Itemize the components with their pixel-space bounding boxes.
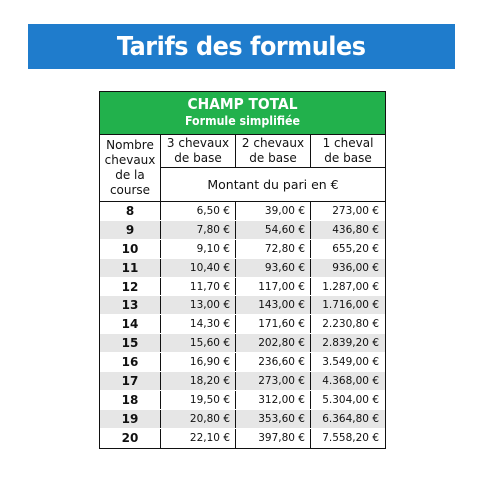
header-runners-count: Nombre chevaux de la course bbox=[100, 135, 161, 201]
header-3-chevaux: 3 chevaux de base bbox=[161, 135, 236, 168]
table-subtitle: Formule simplifiée bbox=[184, 114, 301, 128]
price-3-chevaux-cell: 22,10 € bbox=[161, 428, 236, 448]
runners-count-cell: 10 bbox=[100, 239, 161, 258]
price-2-chevaux-cell: 72,80 € bbox=[236, 239, 311, 258]
price-2-chevaux-cell: 143,00 € bbox=[236, 296, 311, 315]
table-row: 8 6,50 €39,00 € 273,00 € bbox=[100, 202, 385, 221]
table-header: Nombre chevaux de la course 3 chevaux de… bbox=[100, 135, 385, 202]
price-2-chevaux-cell: 236,60 € bbox=[236, 353, 311, 372]
runners-count-cell: 9 bbox=[100, 220, 161, 239]
price-3-chevaux-cell: 7,80 € bbox=[161, 220, 236, 239]
runners-count-cell: 14 bbox=[100, 315, 161, 334]
table-body: 8 6,50 €39,00 € 273,00 € 9 7,80 €54,60 € 436,… bbox=[100, 202, 385, 448]
price-2-chevaux-cell: 202,80 € bbox=[236, 334, 311, 353]
table-title-block: CHAMP TOTAL Formule simplifiée bbox=[100, 92, 385, 135]
header-1-cheval: 1 cheval de base bbox=[311, 135, 385, 168]
table-row: 14 14,30 €171,60 € 2.230,80 € bbox=[100, 315, 385, 335]
price-1-cheval-cell: 1.716,00 € bbox=[322, 299, 379, 312]
runners-count-cell: 13 bbox=[100, 296, 161, 315]
price-3-chevaux-cell: 16,90 € bbox=[161, 353, 236, 372]
price-3-chevaux-cell: 20,80 € bbox=[161, 409, 236, 428]
runners-count-cell: 12 bbox=[100, 277, 161, 296]
price-1-cheval-cell: 5.304,00 € bbox=[322, 393, 379, 406]
price-2-chevaux-cell: 117,00 € bbox=[236, 277, 311, 296]
table-row: 16 16,90 €236,60 € 3.549,00 € bbox=[100, 353, 385, 373]
table-title: CHAMP TOTAL bbox=[187, 95, 298, 113]
price-2-chevaux-cell: 312,00 € bbox=[236, 390, 311, 409]
price-3-chevaux-cell: 10,40 € bbox=[161, 258, 236, 277]
price-3-chevaux-cell: 19,50 € bbox=[161, 390, 236, 409]
page-title: Tarifs des formules bbox=[117, 31, 366, 62]
price-1-cheval-cell: 7.558,20 € bbox=[322, 431, 379, 444]
runners-count-cell: 8 bbox=[100, 202, 161, 220]
table-row: 13 13,00 €143,00 € 1.716,00 € bbox=[100, 296, 385, 316]
table-row: 11 10,40 €93,60 € 936,00 € bbox=[100, 258, 385, 278]
price-2-chevaux-cell: 93,60 € bbox=[236, 258, 311, 277]
runners-count-cell: 16 bbox=[100, 353, 161, 372]
price-1-cheval-cell: 936,00 € bbox=[332, 261, 379, 274]
runners-count-cell: 20 bbox=[100, 428, 161, 448]
price-3-chevaux-cell: 11,70 € bbox=[161, 277, 236, 296]
runners-count-cell: 11 bbox=[100, 258, 161, 277]
price-3-chevaux-cell: 6,50 € bbox=[161, 202, 236, 220]
price-2-chevaux-cell: 54,60 € bbox=[236, 220, 311, 239]
runners-count-cell: 17 bbox=[100, 372, 161, 390]
price-2-chevaux-cell: 39,00 € bbox=[236, 202, 311, 220]
amount-label: Montant du pari en € bbox=[207, 177, 339, 192]
price-1-cheval-cell: 3.549,00 € bbox=[322, 356, 379, 369]
table-row: 17 18,20 €273,00 € 4.368,00 € bbox=[100, 372, 385, 391]
title-banner: Tarifs des formules bbox=[28, 24, 455, 69]
tariff-table: CHAMP TOTAL Formule simplifiée Nombre ch… bbox=[99, 91, 386, 449]
price-1-cheval-cell: 2.230,80 € bbox=[322, 318, 379, 331]
price-3-chevaux-cell: 9,10 € bbox=[161, 239, 236, 258]
price-3-chevaux-cell: 15,60 € bbox=[161, 334, 236, 353]
price-2-chevaux-cell: 273,00 € bbox=[236, 372, 311, 390]
price-1-cheval-cell: 436,80 € bbox=[332, 223, 379, 236]
table-row: 9 7,80 €54,60 € 436,80 € bbox=[100, 220, 385, 240]
price-3-chevaux-cell: 18,20 € bbox=[161, 372, 236, 390]
price-1-cheval-cell: 4.368,00 € bbox=[322, 375, 379, 388]
price-3-chevaux-cell: 13,00 € bbox=[161, 296, 236, 315]
price-1-cheval-cell: 273,00 € bbox=[332, 205, 379, 217]
price-1-cheval-cell: 2.839,20 € bbox=[322, 337, 379, 350]
price-2-chevaux-cell: 171,60 € bbox=[236, 315, 311, 334]
price-3-chevaux-cell: 14,30 € bbox=[161, 315, 236, 334]
runners-count-cell: 18 bbox=[100, 390, 161, 409]
table-row: 12 11,70 €117,00 € 1.287,00 € bbox=[100, 277, 385, 297]
runners-count-cell: 15 bbox=[100, 334, 161, 353]
price-2-chevaux-cell: 353,60 € bbox=[236, 409, 311, 428]
table-row: 15 15,60 €202,80 € 2.839,20 € bbox=[100, 334, 385, 354]
table-row: 20 22,10 €397,80 € 7.558,20 € bbox=[100, 428, 385, 448]
runners-count-cell: 19 bbox=[100, 409, 161, 428]
price-1-cheval-cell: 1.287,00 € bbox=[322, 280, 379, 293]
price-2-chevaux-cell: 397,80 € bbox=[236, 428, 311, 448]
header-2-chevaux: 2 chevaux de base bbox=[236, 135, 311, 168]
price-1-cheval-cell: 6.364,80 € bbox=[322, 412, 379, 425]
price-1-cheval-cell: 655,20 € bbox=[332, 242, 379, 255]
table-row: 18 19,50 €312,00 € 5.304,00 € bbox=[100, 390, 385, 410]
table-row: 19 20,80 €353,60 € 6.364,80 € bbox=[100, 409, 385, 429]
table-row: 10 9,10 €72,80 € 655,20 € bbox=[100, 239, 385, 259]
